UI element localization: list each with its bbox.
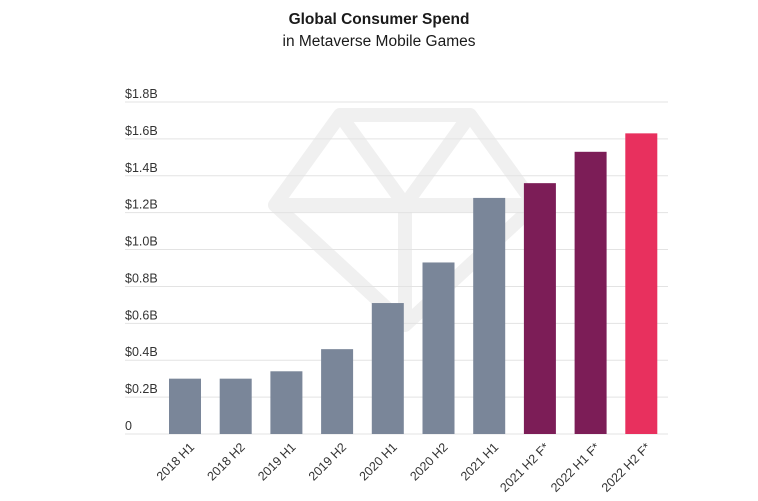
x-tick-label: 2020 H1 (357, 440, 400, 483)
y-tick-label: $0.6B (125, 308, 158, 322)
chart-title: Global Consumer Spend (288, 11, 470, 28)
x-tick-label: 2022 H2 F* (599, 440, 654, 495)
bars (169, 133, 658, 435)
bar (523, 183, 556, 434)
x-tick-label: 2021 H1 (458, 440, 501, 483)
y-tick-label: $1.2B (125, 198, 158, 212)
bar (625, 133, 658, 434)
bar (574, 151, 607, 435)
x-tick-label: 2018 H1 (154, 440, 197, 483)
x-tick-label: 2020 H2 (407, 440, 450, 483)
bar (219, 378, 252, 434)
bar (270, 371, 303, 434)
y-tick-label: $1.8B (125, 87, 158, 101)
y-tick-label: $0.4B (125, 345, 158, 359)
bar (371, 303, 404, 434)
x-tick-label: 2019 H2 (306, 440, 349, 483)
y-tick-label: $1.4B (125, 161, 158, 175)
x-tick-label: 2021 H2 F* (497, 440, 552, 495)
y-tick-label: $0.8B (125, 271, 158, 285)
x-tick-label: 2022 H1 F* (548, 440, 603, 495)
y-tick-label: $0.2B (125, 382, 158, 396)
y-axis-ticks: 0 $0.2B $0.4B $0.6B $0.8B $1.0B $1.2B $1.4B $1.6… (125, 87, 158, 433)
y-tick-label: 0 (125, 419, 132, 433)
bar (422, 262, 455, 434)
bar (169, 378, 201, 434)
x-axis-ticks: 2018 H1 2018 H2 2019 H1 2019 H2 2020 H1 2020 … (154, 440, 654, 495)
y-tick-label: $1.6B (125, 124, 158, 138)
y-tick-label: $1.0B (125, 235, 158, 249)
bar (473, 197, 506, 434)
chart-subtitle: in Metaverse Mobile Games (282, 33, 476, 50)
bar (321, 349, 354, 434)
x-tick-label: 2019 H1 (255, 440, 298, 483)
x-tick-label: 2018 H2 (204, 440, 247, 483)
